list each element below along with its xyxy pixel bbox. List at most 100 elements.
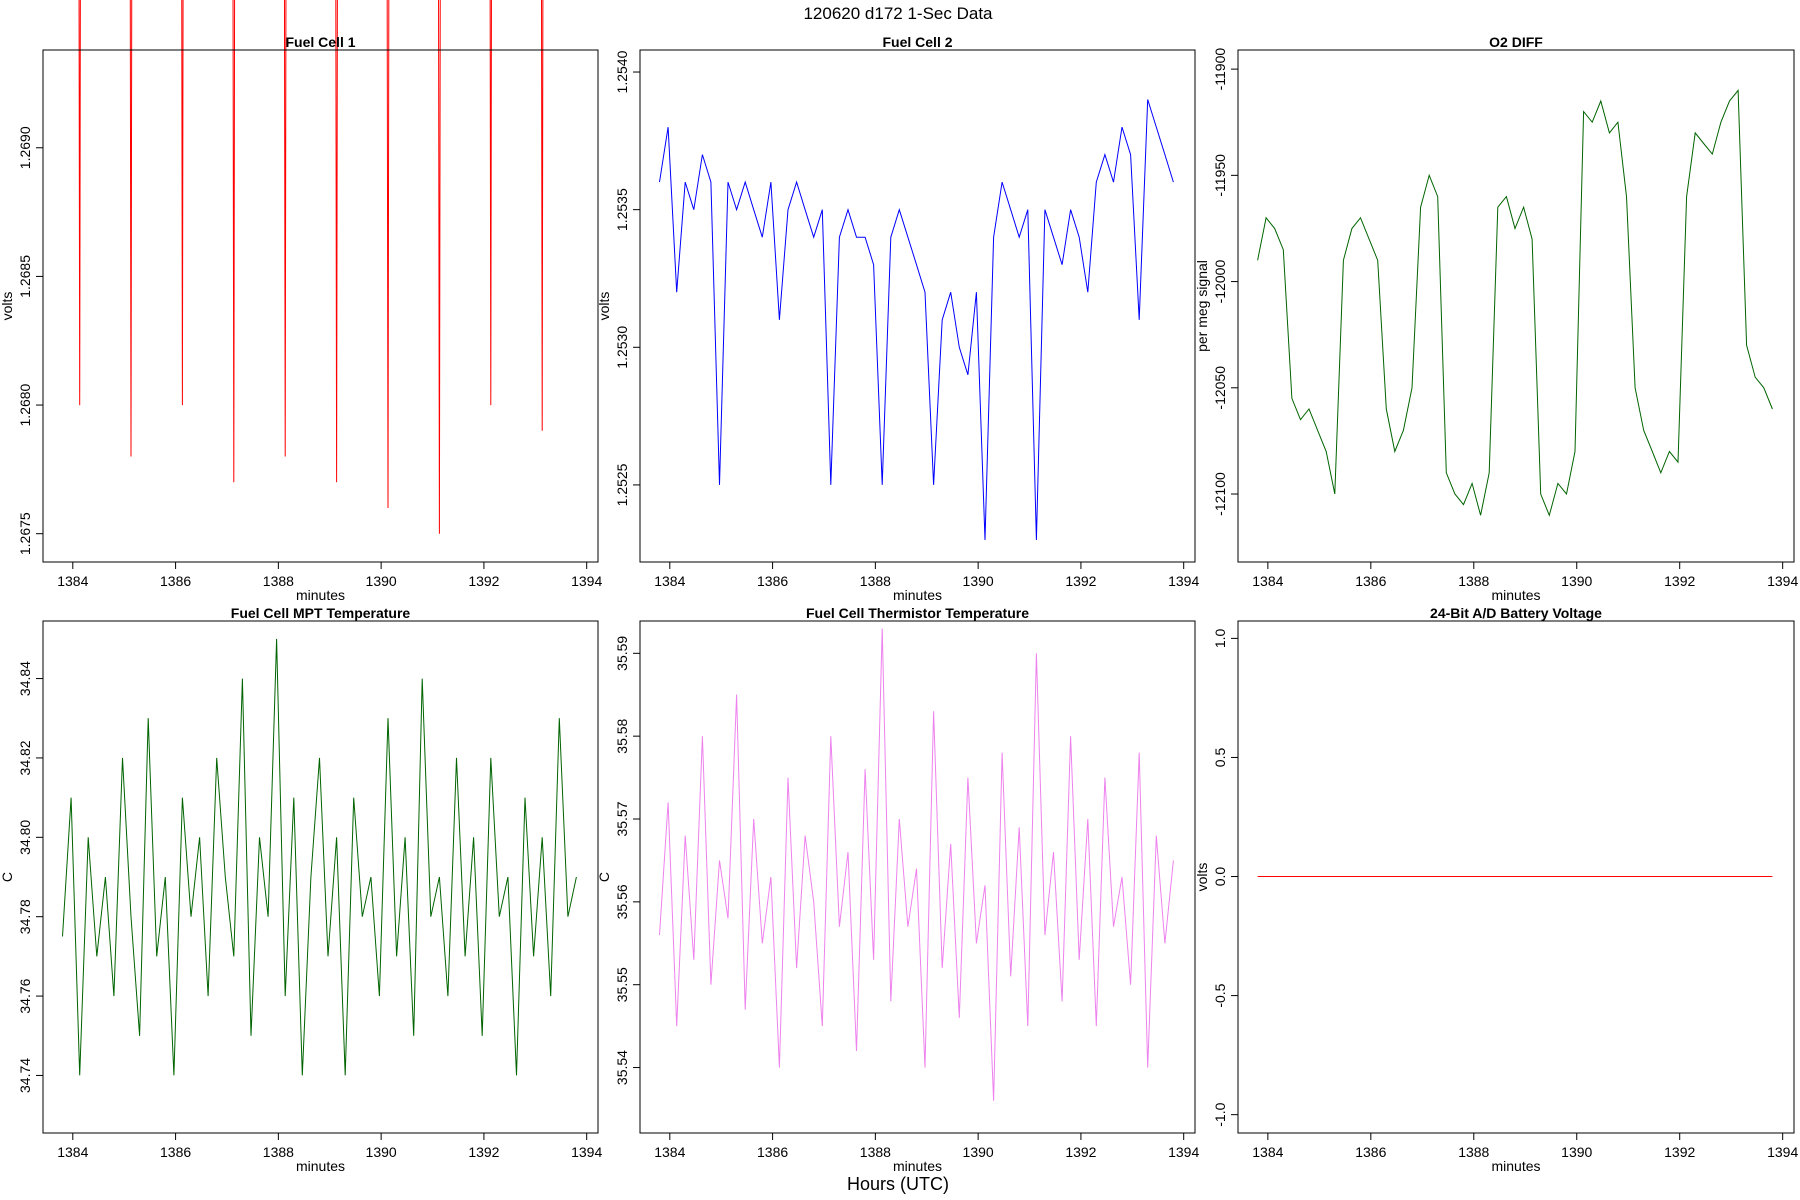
fuel-cell-1-y-tick-label: 1.2690 — [17, 126, 33, 169]
fuel-cell-mpt-temperature-x-axis-label: minutes — [296, 1158, 345, 1174]
fuel-cell-mpt-temperature-x-tick-label: 1394 — [571, 1144, 602, 1160]
o2-diff-x-tick-label: 1384 — [1252, 573, 1283, 589]
24-bit-a-d-battery-voltage-x-tick-label: 1392 — [1664, 1144, 1695, 1160]
fuel-cell-mpt-temperature-y-tick-label: 34.80 — [17, 820, 33, 855]
o2-diff-x-axis-label: minutes — [1491, 587, 1540, 603]
fuel-cell-mpt-temperature-x-tick-label: 1386 — [160, 1144, 191, 1160]
fuel-cell-1-y-axis-label: volts — [0, 292, 15, 321]
fuel-cell-thermistor-temperature-x-axis-label: minutes — [893, 1158, 942, 1174]
fuel-cell-2-x-tick-label: 1384 — [654, 573, 685, 589]
fuel-cell-1-x-tick-label: 1394 — [571, 573, 602, 589]
panel-fuel-cell-thermistor-temperature: Fuel Cell Thermistor Temperature 1384 1386… — [596, 605, 1199, 1174]
fuel-cell-2-x-tick-label: 1390 — [963, 573, 994, 589]
fuel-cell-thermistor-temperature-y-axis-label: C — [596, 872, 612, 882]
fuel-cell-mpt-temperature-y-tick-label: 34.84 — [17, 661, 33, 696]
24-bit-a-d-battery-voltage-y-tick-label: -1.0 — [1212, 1102, 1228, 1126]
24-bit-a-d-battery-voltage-y-tick-label: 0.5 — [1212, 748, 1228, 768]
fuel-cell-1-series-line — [78, 0, 544, 534]
fuel-cell-2-x-tick-label: 1392 — [1065, 573, 1096, 589]
o2-diff-x-tick-label: 1394 — [1767, 573, 1798, 589]
24-bit-a-d-battery-voltage-y-tick-label: 1.0 — [1212, 628, 1228, 648]
fuel-cell-2-y-tick-label: 1.2525 — [614, 463, 630, 506]
fuel-cell-mpt-temperature-plot-frame — [42, 620, 599, 1134]
o2-diff-y-tick-label: -12000 — [1212, 260, 1228, 304]
fuel-cell-2-y-tick-label: 1.2540 — [614, 50, 630, 93]
fuel-cell-mpt-temperature-y-tick-label: 34.74 — [17, 1058, 33, 1093]
fuel-cell-thermistor-temperature-x-tick-label: 1388 — [860, 1144, 891, 1160]
o2-diff-series-line — [1257, 89, 1773, 517]
24-bit-a-d-battery-voltage-y-axis-label: volts — [1194, 863, 1210, 892]
fuel-cell-2-y-tick-label: 1.2535 — [614, 188, 630, 231]
fuel-cell-thermistor-temperature-y-tick-label: 35.57 — [614, 801, 630, 836]
o2-diff-plot-frame — [1237, 49, 1795, 563]
24-bit-a-d-battery-voltage-title: 24-Bit A/D Battery Voltage — [1430, 605, 1602, 621]
o2-diff-x-tick-label: 1388 — [1458, 573, 1489, 589]
fuel-cell-1-y-tick-label: 1.2680 — [17, 383, 33, 426]
o2-diff-y-tick-label: -12050 — [1212, 366, 1228, 410]
o2-diff-y-tick-label: -11900 — [1212, 48, 1228, 91]
o2-diff-x-tick-label: 1390 — [1561, 573, 1592, 589]
24-bit-a-d-battery-voltage-x-tick-label: 1384 — [1252, 1144, 1283, 1160]
figure-title: 120620 d172 1-Sec Data — [803, 4, 993, 23]
fuel-cell-2-plot-frame — [639, 49, 1196, 563]
panel-fuel-cell-1: Fuel Cell 1 1384 1386 1388 1390 1392 1394 minut… — [0, 0, 602, 603]
fuel-cell-1-y-tick-label: 1.2675 — [17, 512, 33, 555]
24-bit-a-d-battery-voltage-x-tick-label: 1394 — [1767, 1144, 1798, 1160]
fuel-cell-thermistor-temperature-x-tick-label: 1390 — [963, 1144, 994, 1160]
fuel-cell-1-x-tick-label: 1390 — [366, 573, 397, 589]
24-bit-a-d-battery-voltage-x-tick-label: 1390 — [1561, 1144, 1592, 1160]
fuel-cell-thermistor-temperature-plot-frame — [639, 620, 1196, 1134]
fuel-cell-thermistor-temperature-y-tick-label: 35.54 — [614, 1050, 630, 1085]
24-bit-a-d-battery-voltage-y-tick-label: 0.0 — [1212, 867, 1228, 887]
o2-diff-x-tick-label: 1386 — [1355, 573, 1386, 589]
fuel-cell-mpt-temperature-x-tick-label: 1392 — [468, 1144, 499, 1160]
outer-x-axis-label: Hours (UTC) — [847, 1174, 949, 1194]
o2-diff-y-tick-label: -11950 — [1212, 154, 1228, 197]
fuel-cell-thermistor-temperature-y-tick-label: 35.56 — [614, 884, 630, 919]
fuel-cell-mpt-temperature-x-tick-label: 1384 — [57, 1144, 88, 1160]
fuel-cell-2-x-tick-label: 1388 — [860, 573, 891, 589]
fuel-cell-mpt-temperature-x-tick-label: 1388 — [263, 1144, 294, 1160]
fuel-cell-thermistor-temperature-y-tick-label: 35.55 — [614, 967, 630, 1002]
panel-fuel-cell-2: Fuel Cell 2 1384 1386 1388 1390 1392 1394 minut… — [596, 34, 1199, 603]
fuel-cell-2-y-tick-label: 1.2530 — [614, 326, 630, 369]
fuel-cell-1-plot-frame — [42, 49, 599, 563]
fuel-cell-2-x-tick-label: 1386 — [757, 573, 788, 589]
panel-24-bit-a-d-battery-voltage: 24-Bit A/D Battery Voltage 1384 1386 1388 13… — [1194, 605, 1798, 1174]
fuel-cell-1-y-tick-label: 1.2685 — [17, 255, 33, 298]
fuel-cell-thermistor-temperature-y-tick-label: 35.58 — [614, 718, 630, 753]
fuel-cell-mpt-temperature-series-line — [62, 638, 577, 1076]
24-bit-a-d-battery-voltage-x-axis-label: minutes — [1491, 1158, 1540, 1174]
o2-diff-x-tick-label: 1392 — [1664, 573, 1695, 589]
fuel-cell-thermistor-temperature-x-tick-label: 1394 — [1168, 1144, 1199, 1160]
panel-o2-diff: O2 DIFF 1384 1386 1388 1390 1392 1394 minutes -1… — [1194, 34, 1798, 603]
fuel-cell-1-x-tick-label: 1388 — [263, 573, 294, 589]
fuel-cell-mpt-temperature-y-axis-label: C — [0, 872, 15, 882]
fuel-cell-mpt-temperature-x-tick-label: 1390 — [366, 1144, 397, 1160]
fuel-cell-1-x-tick-label: 1384 — [57, 573, 88, 589]
fuel-cell-thermistor-temperature-x-tick-label: 1386 — [757, 1144, 788, 1160]
fuel-cell-thermistor-temperature-series-line — [659, 628, 1174, 1101]
fuel-cell-mpt-temperature-y-tick-label: 34.78 — [17, 899, 33, 934]
fuel-cell-1-x-tick-label: 1392 — [468, 573, 499, 589]
fuel-cell-mpt-temperature-title: Fuel Cell MPT Temperature — [231, 605, 411, 621]
fuel-cell-2-y-axis-label: volts — [596, 292, 612, 321]
fuel-cell-thermistor-temperature-y-tick-label: 35.59 — [614, 636, 630, 671]
o2-diff-y-tick-label: -12100 — [1212, 472, 1228, 516]
fuel-cell-mpt-temperature-y-tick-label: 34.82 — [17, 740, 33, 775]
fuel-cell-2-title: Fuel Cell 2 — [882, 34, 952, 50]
o2-diff-y-axis-label: per meg signal — [1194, 260, 1210, 352]
fuel-cell-2-x-tick-label: 1394 — [1168, 573, 1199, 589]
fuel-cell-mpt-temperature-y-tick-label: 34.76 — [17, 978, 33, 1013]
fuel-cell-2-x-axis-label: minutes — [893, 587, 942, 603]
fuel-cell-thermistor-temperature-x-tick-label: 1392 — [1065, 1144, 1096, 1160]
o2-diff-title: O2 DIFF — [1489, 34, 1543, 50]
panel-fuel-cell-mpt-temperature: Fuel Cell MPT Temperature 1384 1386 1388 139… — [0, 605, 602, 1174]
fuel-cell-1-title: Fuel Cell 1 — [285, 34, 355, 50]
fuel-cell-1-x-tick-label: 1386 — [160, 573, 191, 589]
24-bit-a-d-battery-voltage-y-tick-label: -0.5 — [1212, 983, 1228, 1007]
24-bit-a-d-battery-voltage-x-tick-label: 1386 — [1355, 1144, 1386, 1160]
fuel-cell-thermistor-temperature-title: Fuel Cell Thermistor Temperature — [806, 605, 1029, 621]
fuel-cell-thermistor-temperature-x-tick-label: 1384 — [654, 1144, 685, 1160]
